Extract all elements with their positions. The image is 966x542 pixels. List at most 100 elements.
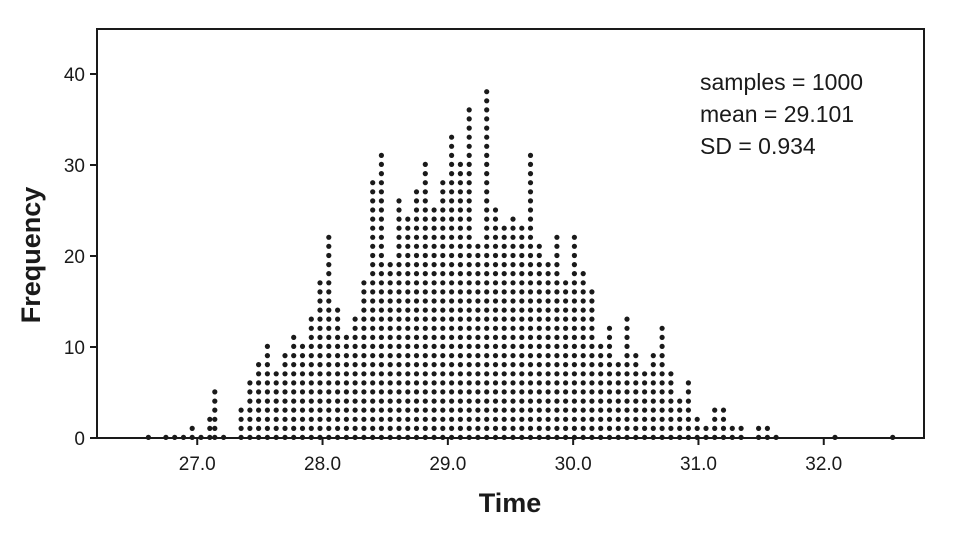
data-dot	[291, 362, 297, 368]
data-dot	[457, 334, 463, 340]
data-dot	[370, 189, 376, 195]
data-dot	[501, 362, 507, 368]
data-dot	[361, 280, 367, 286]
data-dot	[563, 353, 569, 359]
data-dot	[422, 189, 428, 195]
data-dot	[685, 425, 692, 431]
data-dot	[501, 407, 507, 413]
data-dot	[317, 398, 323, 404]
data-dot	[370, 243, 376, 249]
data-dot	[580, 280, 586, 286]
data-dot	[501, 334, 507, 340]
data-dot	[764, 425, 771, 431]
y-tick-label: 0	[74, 429, 85, 450]
data-dot	[475, 371, 481, 377]
data-dot	[492, 216, 499, 222]
data-dot	[326, 325, 332, 331]
data-dot	[501, 225, 507, 231]
data-dot	[370, 225, 376, 231]
data-dot	[589, 298, 595, 304]
data-dot	[256, 380, 262, 386]
data-dot	[387, 407, 393, 413]
data-dot	[475, 262, 481, 268]
data-dot	[527, 234, 534, 240]
data-dot	[256, 425, 262, 431]
data-dot	[545, 353, 551, 359]
data-dot	[510, 334, 516, 340]
data-dot	[571, 316, 578, 322]
data-dot	[571, 262, 578, 268]
data-dot	[484, 343, 490, 349]
data-dot	[317, 316, 323, 322]
data-dot	[501, 252, 507, 259]
data-dot	[405, 280, 411, 286]
data-dot	[501, 243, 507, 249]
data-dot	[598, 380, 604, 386]
data-dot	[440, 280, 446, 286]
data-dot	[422, 234, 428, 240]
data-dot	[475, 343, 481, 349]
data-dot	[317, 425, 323, 431]
data-dot	[624, 362, 630, 368]
data-dot	[326, 425, 332, 431]
data-dot	[405, 343, 411, 349]
data-dot	[484, 243, 490, 249]
data-dot	[449, 425, 455, 431]
data-dot	[422, 252, 428, 259]
data-dot	[484, 216, 490, 222]
data-dot	[536, 252, 542, 259]
data-dot	[563, 316, 569, 322]
data-dot	[510, 316, 516, 322]
data-dot	[335, 389, 341, 395]
data-dot	[536, 325, 542, 331]
data-dot	[624, 371, 630, 377]
data-dot	[396, 416, 402, 422]
data-dot	[598, 343, 604, 349]
data-dot	[361, 425, 367, 431]
data-dot	[650, 425, 656, 431]
data-dot	[510, 425, 516, 431]
data-dot	[317, 389, 323, 395]
data-dot	[405, 334, 411, 340]
data-dot	[642, 389, 648, 395]
data-dot	[571, 398, 578, 404]
data-dot	[580, 407, 586, 413]
data-dot	[413, 325, 420, 331]
data-dot	[536, 380, 542, 386]
data-dot	[449, 398, 455, 404]
data-dot	[536, 262, 542, 268]
data-dot	[308, 398, 314, 404]
data-dot	[370, 207, 376, 213]
data-dot	[466, 152, 472, 158]
data-dot	[207, 416, 213, 422]
data-dot	[501, 262, 507, 268]
x-tick-label: 30.0	[555, 454, 592, 475]
data-dot	[475, 353, 481, 359]
data-dot	[650, 416, 656, 422]
data-dot	[405, 398, 411, 404]
data-dot	[387, 271, 393, 277]
data-dot	[440, 189, 446, 195]
data-dot	[484, 262, 490, 268]
data-dot	[466, 116, 472, 122]
data-dot	[492, 307, 499, 313]
data-dot	[554, 343, 560, 349]
data-dot	[378, 398, 384, 404]
data-dot	[291, 380, 297, 386]
data-dot	[536, 362, 542, 368]
data-dot	[387, 334, 393, 340]
data-dot	[492, 334, 499, 340]
data-dot	[449, 343, 455, 349]
data-dot	[361, 380, 367, 386]
data-dot	[554, 416, 560, 422]
data-dot	[527, 425, 534, 431]
data-dot	[527, 371, 534, 377]
data-dot	[492, 380, 499, 386]
data-dot	[352, 398, 358, 404]
data-dot	[457, 389, 463, 395]
data-dot	[510, 252, 516, 259]
data-dot	[589, 353, 595, 359]
data-dot	[545, 280, 551, 286]
data-dot	[580, 307, 586, 313]
data-dot	[449, 171, 455, 177]
